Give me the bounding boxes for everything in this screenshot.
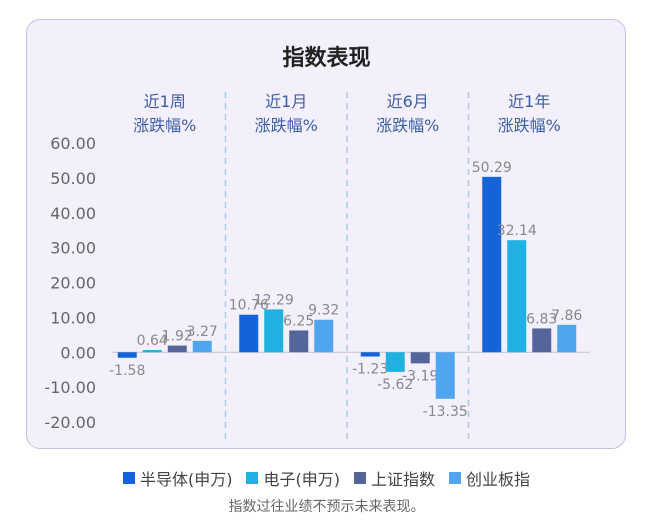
category-label-period: 近1月 <box>265 92 307 111</box>
bar <box>314 319 334 353</box>
bar-value-label: 0.64 <box>137 333 168 349</box>
y-tick-label: 10.00 <box>50 308 96 327</box>
bar-value-label: 10.76 <box>229 298 269 314</box>
bar-value-label: 50.29 <box>472 160 512 176</box>
bar <box>507 240 527 353</box>
bar <box>167 345 187 353</box>
bar-value-label: 12.29 <box>254 292 294 308</box>
legend-swatch <box>449 472 461 484</box>
bar-value-label: 32.14 <box>497 223 537 239</box>
bar <box>435 352 455 399</box>
bar-value-label: 6.25 <box>283 313 314 329</box>
category-label-period: 近1年 <box>508 92 550 111</box>
y-tick-label: -20.00 <box>44 413 96 432</box>
legend-item-chinext: 创业板指 <box>449 466 530 490</box>
legend-swatch <box>246 472 259 484</box>
y-tick-label: 30.00 <box>50 239 96 258</box>
bar <box>239 314 259 353</box>
category-label-unit: 涨跌幅% <box>498 116 561 135</box>
y-tick-label: 50.00 <box>50 169 96 188</box>
bar-chart: 60.00 50.00 40.00 30.00 20.00 10.00 0.00 -10.00… <box>44 92 590 440</box>
legend-item-semiconductor: 半导体(申万) <box>122 466 233 490</box>
bar <box>192 340 212 353</box>
bar <box>360 352 380 357</box>
category-label-unit: 涨跌幅% <box>255 116 318 135</box>
disclaimer-footnote: 指数过往业绩不预示未来表现。 <box>228 499 425 515</box>
y-tick-label: 40.00 <box>50 204 96 223</box>
bar <box>142 350 162 353</box>
legend-swatch <box>353 472 366 484</box>
bar <box>532 328 552 353</box>
bar <box>117 352 137 358</box>
category-label-unit: 涨跌幅% <box>133 116 196 135</box>
category-label-unit: 涨跌幅% <box>376 116 439 135</box>
category-label-period: 近1周 <box>144 92 186 111</box>
bar-value-label: -13.35 <box>423 404 468 420</box>
chart-legend: 半导体(申万) 电子(申万) 上证指数 创业板指 <box>0 466 653 490</box>
legend-swatch <box>122 472 135 484</box>
legend-label: 上证指数 <box>370 470 435 489</box>
bar-value-label: -1.23 <box>352 362 388 378</box>
y-tick-label: 60.00 <box>50 134 96 153</box>
bar-value-label: -5.62 <box>377 377 413 393</box>
chart-title: 指数表现 <box>282 46 371 71</box>
category-label-period: 近6月 <box>387 92 429 111</box>
bar-value-label: 7.86 <box>551 308 582 324</box>
legend-label: 半导体(申万) <box>139 470 233 489</box>
bar <box>385 352 405 372</box>
bar-value-label: -3.19 <box>402 368 438 384</box>
y-tick-label: 20.00 <box>50 274 96 293</box>
bar <box>289 330 309 353</box>
legend-item-shanghai-composite: 上证指数 <box>353 466 435 490</box>
bar-value-label: 1.92 <box>162 329 193 345</box>
y-tick-label: 0.00 <box>60 343 96 362</box>
bar-value-label: 9.32 <box>308 303 339 319</box>
legend-item-electronics: 电子(申万) <box>246 466 340 490</box>
bar-value-label: 3.27 <box>187 324 218 340</box>
y-tick-label: -10.00 <box>44 378 96 397</box>
bar <box>264 309 284 353</box>
bar <box>482 176 502 353</box>
legend-label: 创业板指 <box>466 470 531 489</box>
bar-value-label: -1.58 <box>109 363 145 379</box>
bar-value-label: 6.83 <box>526 311 557 327</box>
bar <box>557 324 577 353</box>
bar <box>410 352 430 364</box>
legend-label: 电子(申万) <box>263 470 340 489</box>
chart-card <box>26 19 626 449</box>
